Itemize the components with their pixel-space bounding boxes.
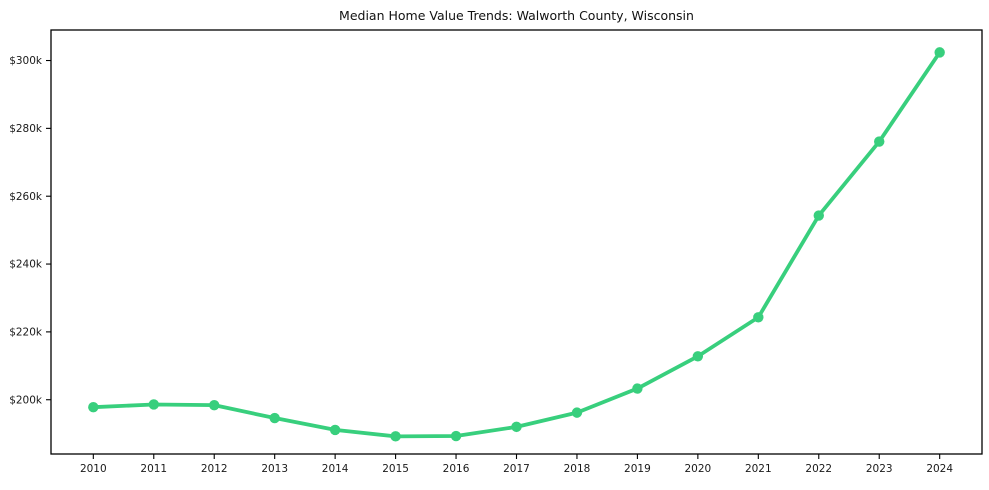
x-tick-label: 2018 — [564, 463, 591, 475]
data-point-marker — [390, 431, 401, 442]
x-tick-label: 2023 — [866, 463, 893, 475]
data-point-marker — [329, 424, 341, 436]
x-tick-label: 2017 — [503, 463, 530, 475]
x-tick-label: 2014 — [322, 463, 349, 475]
x-tick-label: 2015 — [382, 463, 409, 475]
data-point-marker — [571, 407, 583, 418]
data-point-marker — [632, 383, 643, 394]
x-tick-label: 2011 — [140, 463, 167, 475]
x-tick-label: 2013 — [261, 463, 288, 475]
x-tick-label: 2022 — [805, 463, 832, 475]
data-point-marker — [692, 351, 704, 362]
x-tick-label: 2010 — [80, 463, 107, 475]
x-tick-label: 2021 — [745, 463, 772, 475]
data-point-marker — [450, 430, 462, 442]
data-point-marker — [209, 399, 220, 411]
chart-title: Median Home Value Trends: Walworth Count… — [339, 8, 694, 23]
x-tick-label: 2024 — [926, 463, 953, 475]
data-point-marker — [753, 312, 764, 323]
data-point-marker — [813, 210, 824, 221]
x-tick-label: 2020 — [684, 463, 711, 475]
x-tick-label: 2016 — [443, 463, 470, 475]
x-tick-label: 2019 — [624, 463, 651, 475]
y-tick-label: $300k — [9, 55, 43, 67]
y-tick-label: $200k — [9, 394, 43, 406]
data-point-marker — [511, 421, 522, 433]
data-point-marker — [874, 136, 885, 147]
y-tick-label: $220k — [9, 326, 43, 338]
plot-frame — [50, 29, 983, 455]
x-tick-label: 2012 — [201, 463, 228, 475]
data-point-marker — [269, 412, 280, 424]
trend-line — [91, 50, 942, 439]
data-point-marker — [148, 399, 159, 410]
data-point-marker — [88, 401, 99, 413]
data-point-marker — [934, 47, 945, 58]
y-tick-label: $280k — [9, 123, 43, 135]
y-tick-label: $240k — [9, 259, 43, 271]
y-tick-label: $260k — [9, 191, 43, 203]
